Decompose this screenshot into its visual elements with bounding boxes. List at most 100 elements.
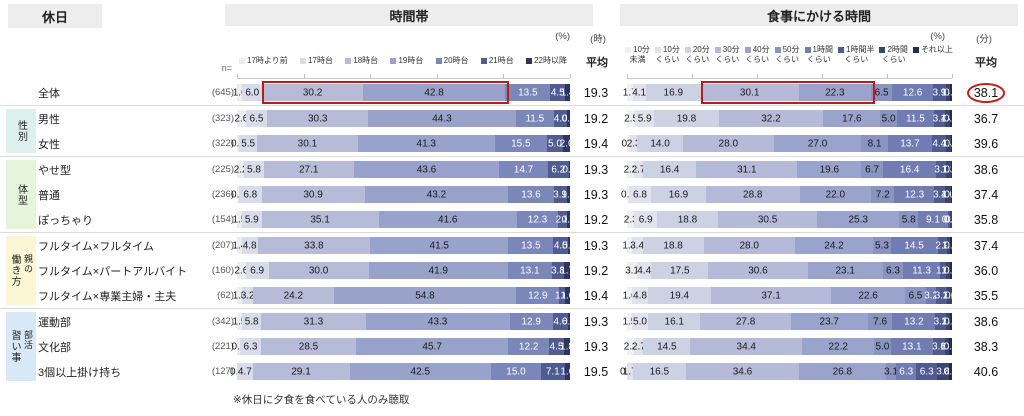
bar-segment-value: 28.0 [739, 240, 759, 251]
bar-segment: 3.8 [551, 262, 565, 279]
bar-segment-value: 54.8 [415, 290, 435, 301]
average-value: 19.4 [583, 136, 609, 151]
bar-segment-value: 1.6 [232, 87, 247, 98]
bar-segment: 7.1 [540, 363, 565, 380]
bar-segment-value: 12.9 [521, 316, 541, 327]
bar-segment-value: 3.1 [934, 164, 949, 175]
bar-segment: 0.4 [562, 161, 576, 178]
axis-tick [627, 74, 628, 78]
average-value: 35.8 [973, 212, 999, 227]
bar-segment-value: 6.7 [865, 164, 880, 175]
legend-item: 18時台 [345, 55, 378, 66]
bar-segment-value: 2.5 [624, 113, 639, 124]
bar-segment: 31.3 [261, 313, 366, 330]
bar-segment: 12.6 [892, 84, 934, 101]
bar-segment: 33.8 [257, 237, 371, 254]
bar-segment-value: 5.8 [901, 214, 916, 225]
bar-segment-value: 41.5 [429, 240, 449, 251]
bar-segment: 1.4 [940, 110, 954, 127]
bar-segment: 0.4 [944, 161, 958, 178]
bar-segment-value: 25.3 [848, 214, 868, 225]
bar-segment: 1.4 [232, 237, 246, 254]
bar-segment: 14.5 [643, 338, 691, 355]
bar-segment: 6.8 [238, 186, 262, 203]
bar-segment-value: 14.5 [657, 341, 677, 352]
bar-segment-value: 19.6 [819, 164, 840, 175]
bar-segment: 30.9 [261, 186, 365, 203]
bar-segment: 6.9 [634, 211, 657, 228]
bar-segment: 1.4 [941, 313, 955, 330]
average-value: 19.3 [583, 238, 609, 253]
bar-segment-value: 1.7 [622, 87, 637, 98]
row-group-section: 性別 男性 (323) 2.6 6.5 30.3 44.3 11.5 4.0 0.8 19.2 2.5… [0, 105, 1024, 156]
bar-segment: 1.5 [622, 313, 636, 330]
bar-segment-value: 6.8 [243, 189, 258, 200]
axis-tick [822, 74, 823, 78]
legend-item: それ以上 [912, 45, 953, 65]
bar-segment: 5.0 [631, 313, 649, 330]
bar-segment: 16.9 [645, 84, 701, 101]
bar-segment: 0.8 [562, 211, 576, 228]
row-n-value: (160) [211, 265, 234, 276]
legend-swatch-icon [684, 47, 691, 53]
bar-segment: 13.5 [508, 237, 554, 254]
bar-segment-value: 3.9 [553, 189, 568, 200]
bar-segment: 1.7 [623, 84, 637, 101]
bar-segment: 3.4 [630, 237, 645, 254]
bar-segment-value: 6.5 [874, 87, 889, 98]
bar-segment-value: 3.1 [625, 265, 639, 276]
bar-segment: 27.0 [773, 135, 862, 152]
bar-segment: 4.6 [552, 313, 568, 330]
table-row: フルタイム×フルタイム (207) 1.4 4.8 33.8 41.5 13.5 4.5 0.5… [38, 233, 1024, 258]
bar-segment: 3.2 [935, 287, 948, 304]
bar-segment-value: 6.5 [908, 290, 923, 301]
bar-segment: 2.5 [624, 110, 639, 127]
bar-segment: 4.5 [550, 84, 566, 101]
bar-segment: 1.4 [561, 84, 575, 101]
bar-segment: 30.1 [700, 84, 799, 101]
bar-segment-value: 4.6 [553, 316, 568, 327]
bar-segment-value: 2.3 [623, 214, 638, 225]
bar-segment: 1.4 [942, 135, 956, 152]
bar-segment-value: 41.6 [438, 214, 458, 225]
legend-item: 10分 未満 [625, 45, 650, 65]
axis-tick [887, 74, 888, 78]
bar-segment-value: 4.8 [633, 290, 647, 301]
bar-segment-value: 5.0 [548, 138, 562, 149]
bar-segment: 11.5 [515, 110, 554, 127]
bar-segment: 13.6 [508, 186, 554, 203]
bar-segment-value: 22.0 [825, 189, 846, 200]
bar-segment-value: 1.6 [555, 290, 569, 301]
bar-segment-value: 27.1 [299, 164, 319, 175]
legend-swatch-icon [390, 57, 397, 64]
average-value: 35.5 [973, 288, 999, 303]
bar-segment: 1.6 [942, 287, 956, 304]
table-row: 3個以上掛け持ち(127)0.04.729.142.515.07.11.619.… [38, 359, 1024, 384]
bar-segment: 2.0 [560, 135, 574, 152]
bar-segment-value: 6.3 [243, 341, 258, 352]
row-label: 普通 [38, 189, 60, 202]
bar-segment-value: 12.3 [904, 189, 925, 200]
bar-segment: 2.3 [627, 135, 641, 152]
bar-segment-value: 1.4 [232, 240, 247, 251]
bar-segment: 1.7 [560, 262, 574, 279]
bar-segment-value: 31.1 [737, 164, 757, 175]
bar-segment-value: 5.8 [247, 164, 261, 175]
bar-segment-value: 1.5 [232, 316, 247, 327]
bar-segment-value: 11.5 [525, 113, 545, 124]
bar-segment: 1.5 [233, 211, 246, 228]
bar-segment-value: 33.8 [304, 240, 324, 251]
bar-segment-value: 3.4 [630, 240, 645, 251]
bar-segment: 18.8 [642, 237, 704, 254]
bar-segment-value: 1.8 [560, 341, 574, 352]
bar-segment: 0.6 [231, 135, 245, 152]
bar-segment-value: 5.8 [244, 316, 259, 327]
group-label-体型: 体型 [6, 160, 36, 229]
row-label: 文化部 [38, 341, 71, 354]
bar-segment: 6.0 [242, 84, 263, 101]
bar-segment: 1.0 [942, 237, 956, 254]
bar-segment-value: 2.6 [234, 265, 249, 276]
bar-segment: 31.1 [696, 161, 798, 178]
axis-tick [237, 74, 238, 78]
bar-segment: 22.3 [798, 84, 872, 101]
